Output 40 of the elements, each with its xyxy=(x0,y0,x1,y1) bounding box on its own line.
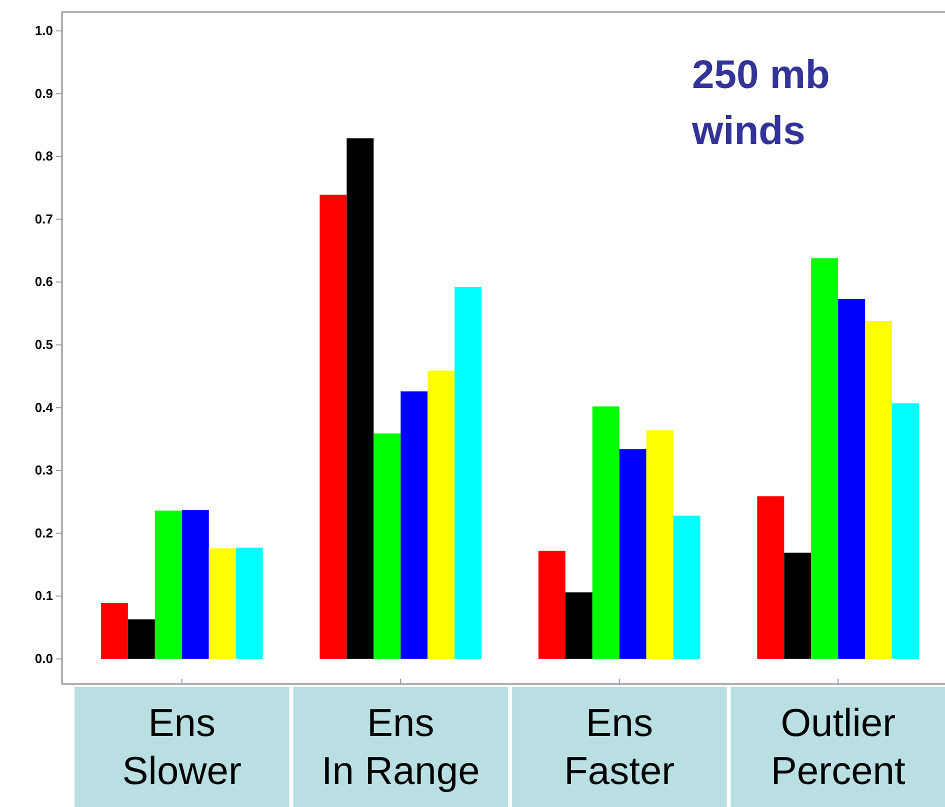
bar xyxy=(400,391,428,659)
x-tick-label: Outlier Percent xyxy=(770,702,906,793)
bar xyxy=(673,516,700,659)
bar xyxy=(208,548,236,659)
y-tick-label: 0.4 xyxy=(34,400,54,415)
x-tick-label: Ens Slower xyxy=(122,702,242,793)
bar xyxy=(454,287,482,659)
bar xyxy=(565,592,592,659)
bar xyxy=(757,496,784,659)
text: 250 mb winds xyxy=(691,53,830,153)
bar xyxy=(428,370,455,659)
bar xyxy=(538,550,566,659)
bar xyxy=(320,194,347,659)
bar xyxy=(346,138,374,659)
bar xyxy=(619,449,646,659)
bar xyxy=(182,510,209,659)
bar xyxy=(784,552,812,659)
bar xyxy=(154,510,182,659)
bar xyxy=(646,430,674,659)
y-tick-label: 0.5 xyxy=(34,337,53,352)
bar xyxy=(892,403,920,659)
x-tick-label: Ens In Range xyxy=(321,702,480,793)
bar xyxy=(865,320,892,659)
bar xyxy=(128,619,155,659)
bar xyxy=(374,433,401,659)
y-tick-label: 0.1 xyxy=(34,588,53,604)
bar xyxy=(236,548,263,659)
y-tick-label: 0.7 xyxy=(34,211,53,226)
y-tick-label: 0.6 xyxy=(34,274,53,290)
bar xyxy=(811,258,838,659)
y-tick-label: 0.3 xyxy=(34,462,53,478)
bar xyxy=(592,406,620,659)
y-tick-label: 1.0 xyxy=(34,23,53,38)
y-tick-label: 0.9 xyxy=(34,86,53,101)
x-tick-label: Ens Faster xyxy=(564,702,675,793)
y-tick-label: 0.0 xyxy=(34,651,53,666)
bar xyxy=(838,299,866,659)
bar xyxy=(100,602,128,659)
y-tick-label: 0.8 xyxy=(34,148,53,164)
y-tick-label: 0.2 xyxy=(34,525,53,540)
